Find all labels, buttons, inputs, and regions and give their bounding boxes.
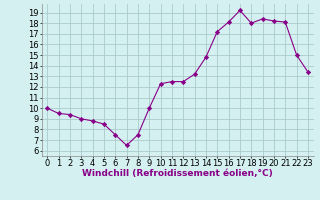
X-axis label: Windchill (Refroidissement éolien,°C): Windchill (Refroidissement éolien,°C) [82,169,273,178]
